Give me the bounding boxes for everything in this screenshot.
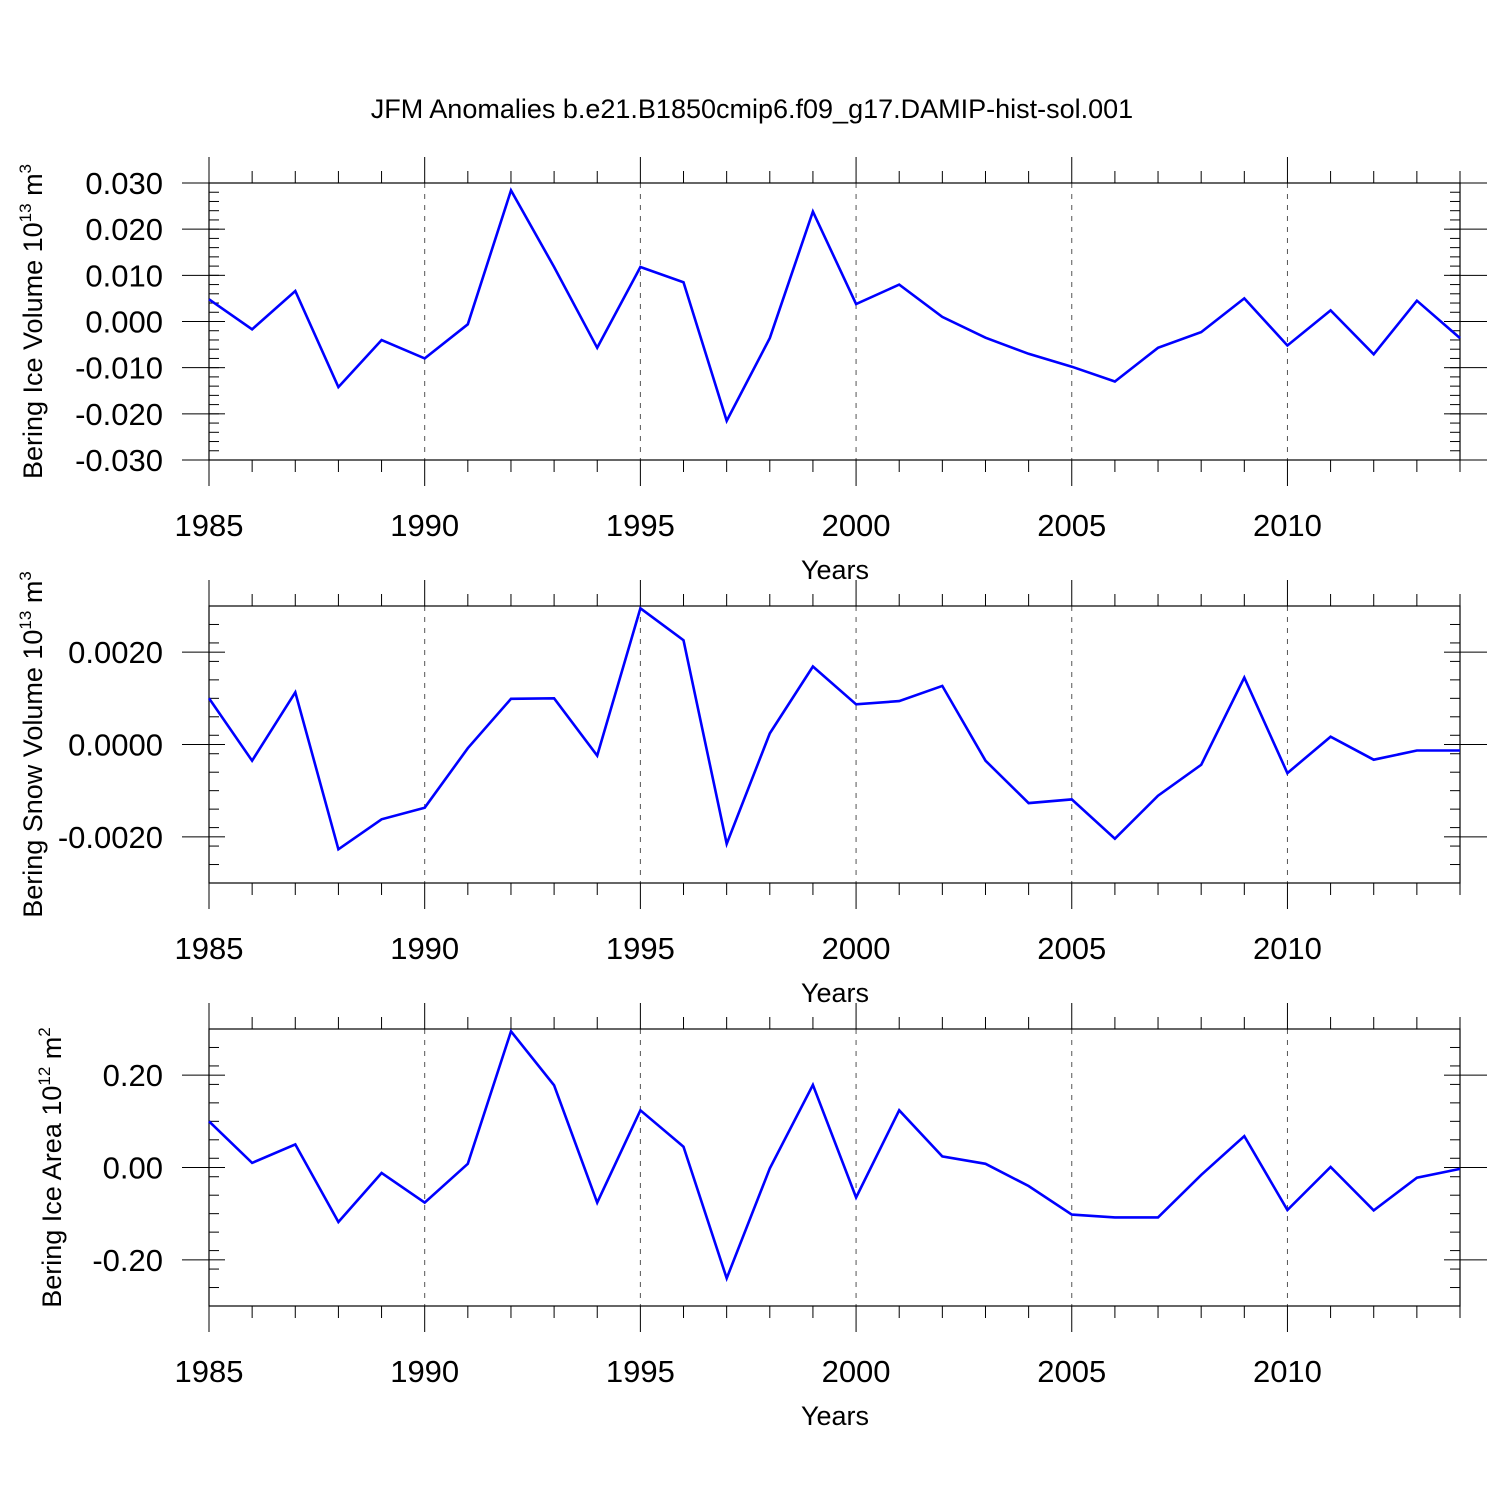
x-tick-label: 1995 [606,1354,675,1389]
y-label-exponent: 13 [16,203,35,222]
x-axis-label: Years [801,978,869,1008]
y-label-text: Bering Ice Volume 10 [18,222,48,479]
figure-title: JFM Anomalies b.e21.B1850cmip6.f09_g17.D… [371,94,1133,124]
plot-frame [208,182,1461,461]
x-tick-label: 2005 [1037,508,1106,543]
x-tick-label: 1995 [606,931,675,966]
plot-frame [208,605,1461,884]
x-tick-label: 2000 [822,508,891,543]
y-tick-label: 0.030 [85,166,163,201]
y-tick-label: 0.010 [85,258,163,293]
plot-frame [208,1028,1461,1307]
panels: -0.030 -0.020 -0.010 0.000 0.010 0.020 0.030 19… [16,157,1487,1431]
y-label-text: Bering Ice Area 10 [37,1086,67,1308]
x-tick-label: 1985 [175,1354,244,1389]
panel-3: -0.20 0.00 0.20 1985 1990 1995 2000 2005 2010 Yea… [35,1003,1487,1431]
panel-1: -0.030 -0.020 -0.010 0.000 0.010 0.020 0.030 19… [16,157,1487,585]
y-axis-label: Bering Ice Area 1012 m2 [35,1027,67,1308]
x-tick-label: 1985 [175,508,244,543]
y-label-unit-exponent: 2 [35,1027,54,1036]
x-tick-label: 1995 [606,508,675,543]
x-tick-label: 2005 [1037,1354,1106,1389]
x-tick-label: 2005 [1037,931,1106,966]
series-line [207,606,1460,852]
y-label-exponent: 13 [16,611,35,630]
series-line [208,187,1461,425]
x-tick-label: 2000 [822,931,891,966]
y-label-unit: m [18,173,48,203]
x-tick-label: 1990 [390,931,459,966]
y-tick-label: 0.000 [85,305,163,340]
y-tick-label: 0.0000 [68,728,163,763]
x-tick-label: 1990 [390,1354,459,1389]
y-label-text: Bering Snow Volume 10 [18,630,48,918]
y-tick-label: 0.020 [85,212,163,247]
series-line [208,1028,1461,1283]
y-label-exponent: 12 [35,1067,54,1086]
y-tick-label: -0.010 [75,351,163,386]
x-tick-label: 2010 [1253,1354,1322,1389]
y-label-unit-exponent: 3 [16,571,35,580]
y-tick-label: -0.20 [92,1243,163,1278]
y-tick-label: -0.0020 [58,820,163,855]
y-tick-label: 0.00 [103,1151,163,1186]
x-axis-label: Years [801,1401,869,1431]
y-tick-label: 0.20 [103,1058,163,1093]
x-tick-label: 1985 [175,931,244,966]
y-tick-label: 0.0020 [68,635,163,670]
y-tick-label: -0.030 [75,443,163,478]
x-tick-label: 2010 [1253,508,1322,543]
y-axis-label: Bering Snow Volume 1013 m3 [16,571,48,918]
x-tick-label: 1990 [390,508,459,543]
x-tick-label: 2010 [1253,931,1322,966]
y-label-unit: m [37,1037,67,1067]
x-axis-label: Years [801,555,869,585]
y-tick-label: -0.020 [75,397,163,432]
y-label-unit: m [18,581,48,611]
y-axis-label: Bering Ice Volume 1013 m3 [16,164,48,479]
panel-2: -0.0020 0.0000 0.0020 1985 1990 1995 2000 2005 2… [16,571,1487,1008]
y-label-unit-exponent: 3 [16,164,35,173]
x-tick-label: 2000 [822,1354,891,1389]
